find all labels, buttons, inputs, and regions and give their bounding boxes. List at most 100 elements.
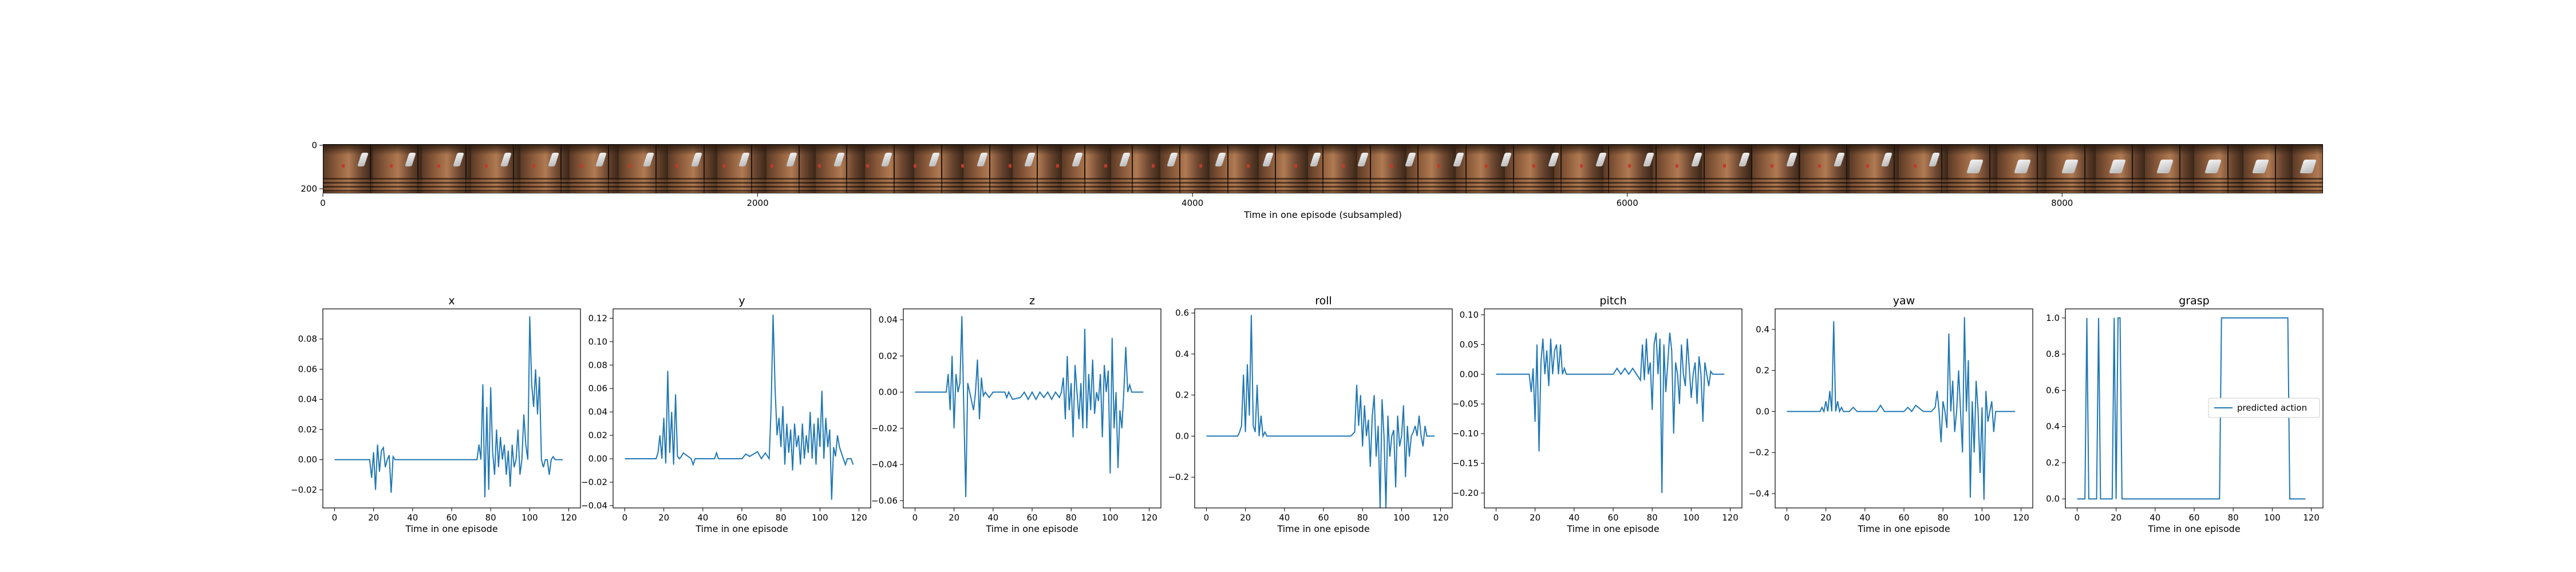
series-line: [1206, 315, 1435, 509]
strip-frame: [1228, 145, 1276, 193]
ytick-label: −0.20: [1452, 488, 1479, 498]
ytick-label: −0.15: [1452, 458, 1479, 468]
xtick-label: 100: [1683, 513, 1700, 523]
plot-frame: [322, 308, 581, 509]
ytick-label: 0.02: [588, 430, 607, 440]
target-object: [1009, 164, 1012, 168]
xtick-label: 80: [1938, 513, 1949, 523]
target-object: [1580, 164, 1583, 168]
strip-frame: [895, 145, 943, 193]
ytick-label: 0.0: [1175, 431, 1189, 441]
target-object: [437, 164, 440, 168]
xtick-label: 120: [1722, 513, 1739, 523]
xtick-label: 60: [1026, 513, 1037, 523]
subplot-title: y: [738, 295, 745, 307]
strip-frame: [1467, 145, 1514, 193]
target-object: [1485, 164, 1488, 168]
strip-ytick-label: 0: [311, 140, 317, 150]
ytick-label: 0.2: [2046, 458, 2060, 468]
series-line: [1496, 332, 1725, 494]
target-object: [913, 164, 916, 168]
ytick-label: −0.02: [581, 477, 607, 487]
plot-frame: [1194, 308, 1453, 509]
target-object: [1342, 164, 1345, 168]
ytick-label: 0.4: [1756, 324, 1769, 335]
subplots: x0 20 40 60 80 100 120−0.020.000.020.040.060.0…: [291, 295, 2324, 534]
target-object: [1056, 164, 1060, 168]
target-object: [1818, 164, 1822, 168]
ytick-label: 0.10: [588, 336, 607, 347]
xtick-label: 20: [949, 513, 959, 523]
target-object: [1913, 164, 1917, 168]
xtick-label: 120: [851, 513, 867, 523]
xlabel: Time in one episode: [405, 523, 497, 534]
strip-frame: [1895, 145, 1943, 193]
strip-frame: [1657, 145, 1705, 193]
target-object: [722, 164, 726, 168]
ytick-label: 0.04: [588, 407, 607, 417]
xlabel: Time in one episode: [695, 523, 788, 534]
target-object: [342, 164, 345, 168]
ytick-label: −0.05: [1452, 399, 1479, 409]
target-object: [961, 164, 964, 168]
xtick-label: 40: [697, 513, 708, 523]
strip-frame: [2085, 145, 2134, 193]
xtick-label: 100: [1102, 513, 1119, 523]
strip-xtick-label: 4000: [1182, 198, 1203, 208]
ytick-label: 0.8: [2046, 349, 2060, 359]
xtick-label: 20: [368, 513, 379, 523]
subplot-title: pitch: [1599, 295, 1626, 307]
ytick-label: 0.05: [1460, 339, 1479, 349]
plot-frame: [903, 308, 1161, 509]
xtick-label: 0: [1784, 513, 1790, 523]
subplot-title: grasp: [2179, 295, 2209, 307]
target-object: [1722, 164, 1726, 168]
strip-frame: [467, 145, 514, 193]
ytick-label: 0.0: [2046, 494, 2060, 504]
series-line: [334, 316, 563, 498]
xtick-label: 0: [332, 513, 338, 523]
strip-frame: [1990, 145, 2038, 193]
subplot-title: z: [1029, 295, 1035, 307]
xtick-label: 60: [1607, 513, 1618, 523]
ytick-label: 0.0: [1756, 406, 1769, 416]
subplot-roll: roll 0 20 40 60 80 100 120 −0.2 0.0 0.2 0.4 0.6 Time …: [1168, 295, 1453, 534]
xtick-label: 100: [1393, 513, 1410, 523]
subplot-yaw: yaw 0 20 40 60 80 100 120 −0.4 −0.2 0.0 0.2 0.4 Time …: [1749, 295, 2033, 534]
episode-image-strip: [323, 144, 2323, 193]
target-object: [1294, 164, 1298, 168]
strip-frame: [1419, 145, 1467, 193]
xtick-label: 120: [1141, 513, 1157, 523]
strip-frame: [1323, 145, 1372, 193]
strip-xtick-label: 8000: [2051, 198, 2073, 208]
target-object: [1437, 164, 1440, 168]
ytick-label: 0.06: [298, 364, 317, 374]
ytick-label: −0.4: [1749, 488, 1769, 499]
strip-frame: [1133, 145, 1181, 193]
xtick-label: 120: [2013, 513, 2029, 523]
target-object: [1627, 164, 1631, 168]
ytick-label: −0.04: [581, 500, 607, 511]
legend-box: [2208, 398, 2320, 418]
xlabel: Time in one episode: [1277, 523, 1369, 534]
xtick-label: 80: [1066, 513, 1077, 523]
xtick-label: 80: [485, 513, 496, 523]
subplot-title: roll: [1315, 295, 1332, 307]
subplot-grasp: grasp 0 20 40 60 80 100 120 0.0 0.2 0.4 0.6 0.8 1.0 Ti…: [2046, 295, 2324, 534]
xtick-label: 100: [1974, 513, 1990, 523]
xtick-label: 60: [736, 513, 747, 523]
target-object: [1151, 164, 1155, 168]
strip-frame: [418, 145, 467, 193]
subplot-x: x 0 20 40 60 80 100 120 −0.02 0.00 0.02 0.04 0.06 0.0…: [291, 295, 581, 534]
xtick-label: 60: [446, 513, 457, 523]
strip-frame: [1752, 145, 1800, 193]
ytick-label: 0.10: [1460, 309, 1479, 320]
strip-xtick-label: 6000: [1617, 198, 1638, 208]
strip-frame: [1276, 145, 1323, 193]
strip-axes: Time in one episode (subsampled) 0 2000 40…: [301, 140, 2073, 220]
strip-frame: [1800, 145, 1848, 193]
xtick-label: 20: [2111, 513, 2121, 523]
ytick-label: 0.02: [879, 351, 898, 361]
ytick-label: 0.00: [879, 387, 898, 398]
target-object: [771, 164, 774, 168]
